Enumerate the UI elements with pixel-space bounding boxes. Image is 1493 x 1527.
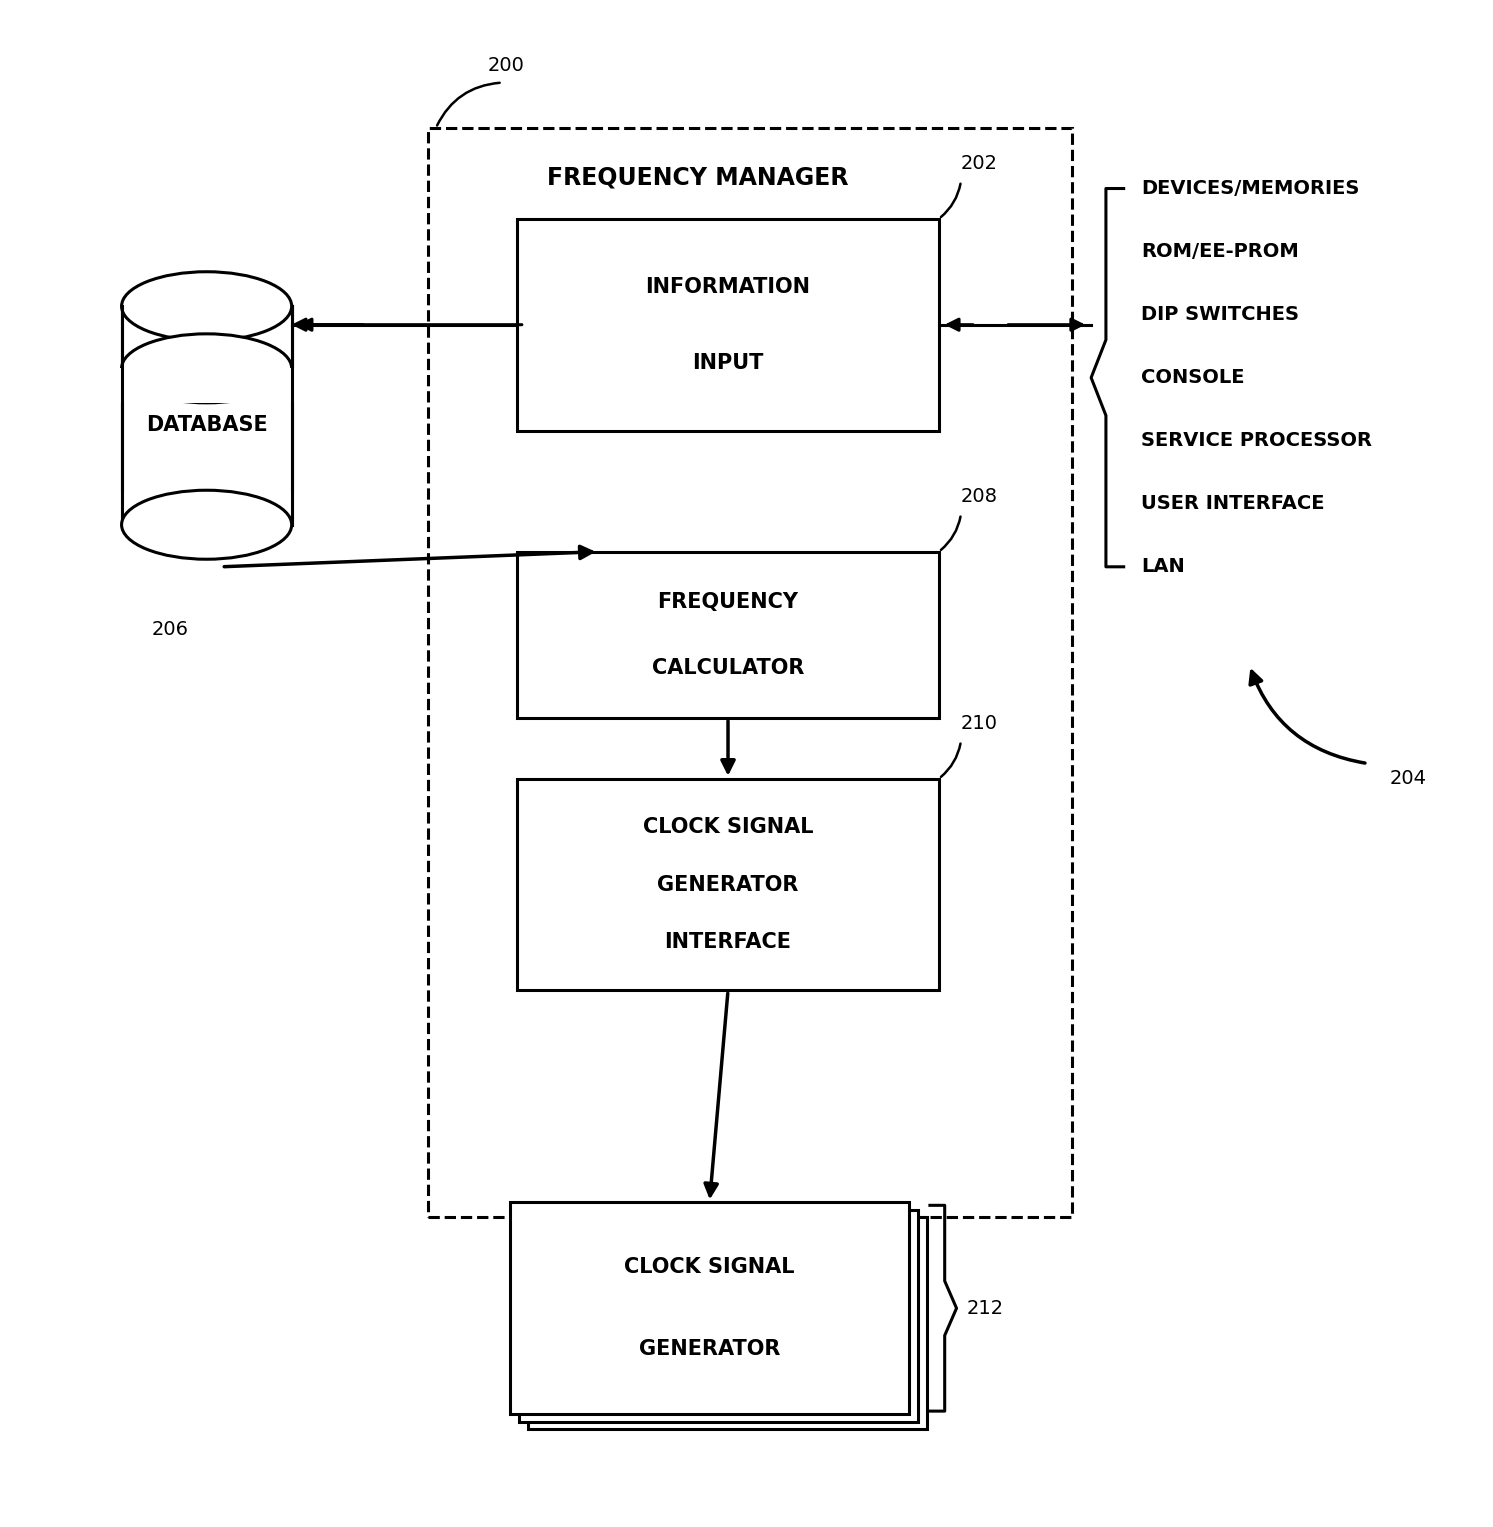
- Text: ROM/EE-PROM: ROM/EE-PROM: [1142, 243, 1299, 261]
- Ellipse shape: [121, 334, 291, 403]
- Bar: [121, 307, 291, 525]
- Text: FREQUENCY: FREQUENCY: [657, 591, 799, 612]
- Text: DEVICES/MEMORIES: DEVICES/MEMORIES: [1142, 179, 1360, 199]
- Text: INFORMATION: INFORMATION: [645, 276, 811, 296]
- Bar: [509, 1202, 909, 1414]
- Text: LAN: LAN: [1142, 557, 1185, 576]
- Text: INPUT: INPUT: [693, 353, 764, 373]
- Bar: [517, 779, 939, 991]
- Text: CLOCK SIGNAL: CLOCK SIGNAL: [643, 817, 814, 837]
- Text: FREQUENCY MANAGER: FREQUENCY MANAGER: [546, 166, 848, 189]
- Ellipse shape: [121, 272, 291, 341]
- Bar: [518, 1209, 918, 1422]
- Text: INTERFACE: INTERFACE: [664, 931, 791, 951]
- Text: DIP SWITCHES: DIP SWITCHES: [1142, 305, 1299, 324]
- Text: USER INTERFACE: USER INTERFACE: [1142, 495, 1324, 513]
- Bar: [517, 551, 939, 718]
- Text: 202: 202: [961, 154, 997, 174]
- Text: 212: 212: [967, 1299, 1003, 1318]
- Text: CALCULATOR: CALCULATOR: [652, 658, 805, 678]
- Bar: [428, 128, 1072, 1217]
- Ellipse shape: [121, 490, 291, 559]
- Text: GENERATOR: GENERATOR: [657, 875, 799, 895]
- Text: 206: 206: [151, 620, 188, 638]
- Text: SERVICE PROCESSOR: SERVICE PROCESSOR: [1142, 431, 1372, 450]
- Text: GENERATOR: GENERATOR: [639, 1339, 781, 1359]
- Text: 208: 208: [961, 487, 997, 507]
- Text: 210: 210: [961, 715, 997, 733]
- Text: DATABASE: DATABASE: [146, 414, 267, 435]
- Text: CONSOLE: CONSOLE: [1142, 368, 1245, 388]
- Text: 200: 200: [488, 56, 524, 75]
- Bar: [118, 368, 294, 403]
- Bar: [517, 218, 939, 431]
- Text: 204: 204: [1390, 770, 1427, 788]
- Bar: [527, 1217, 927, 1429]
- Text: CLOCK SIGNAL: CLOCK SIGNAL: [624, 1257, 794, 1278]
